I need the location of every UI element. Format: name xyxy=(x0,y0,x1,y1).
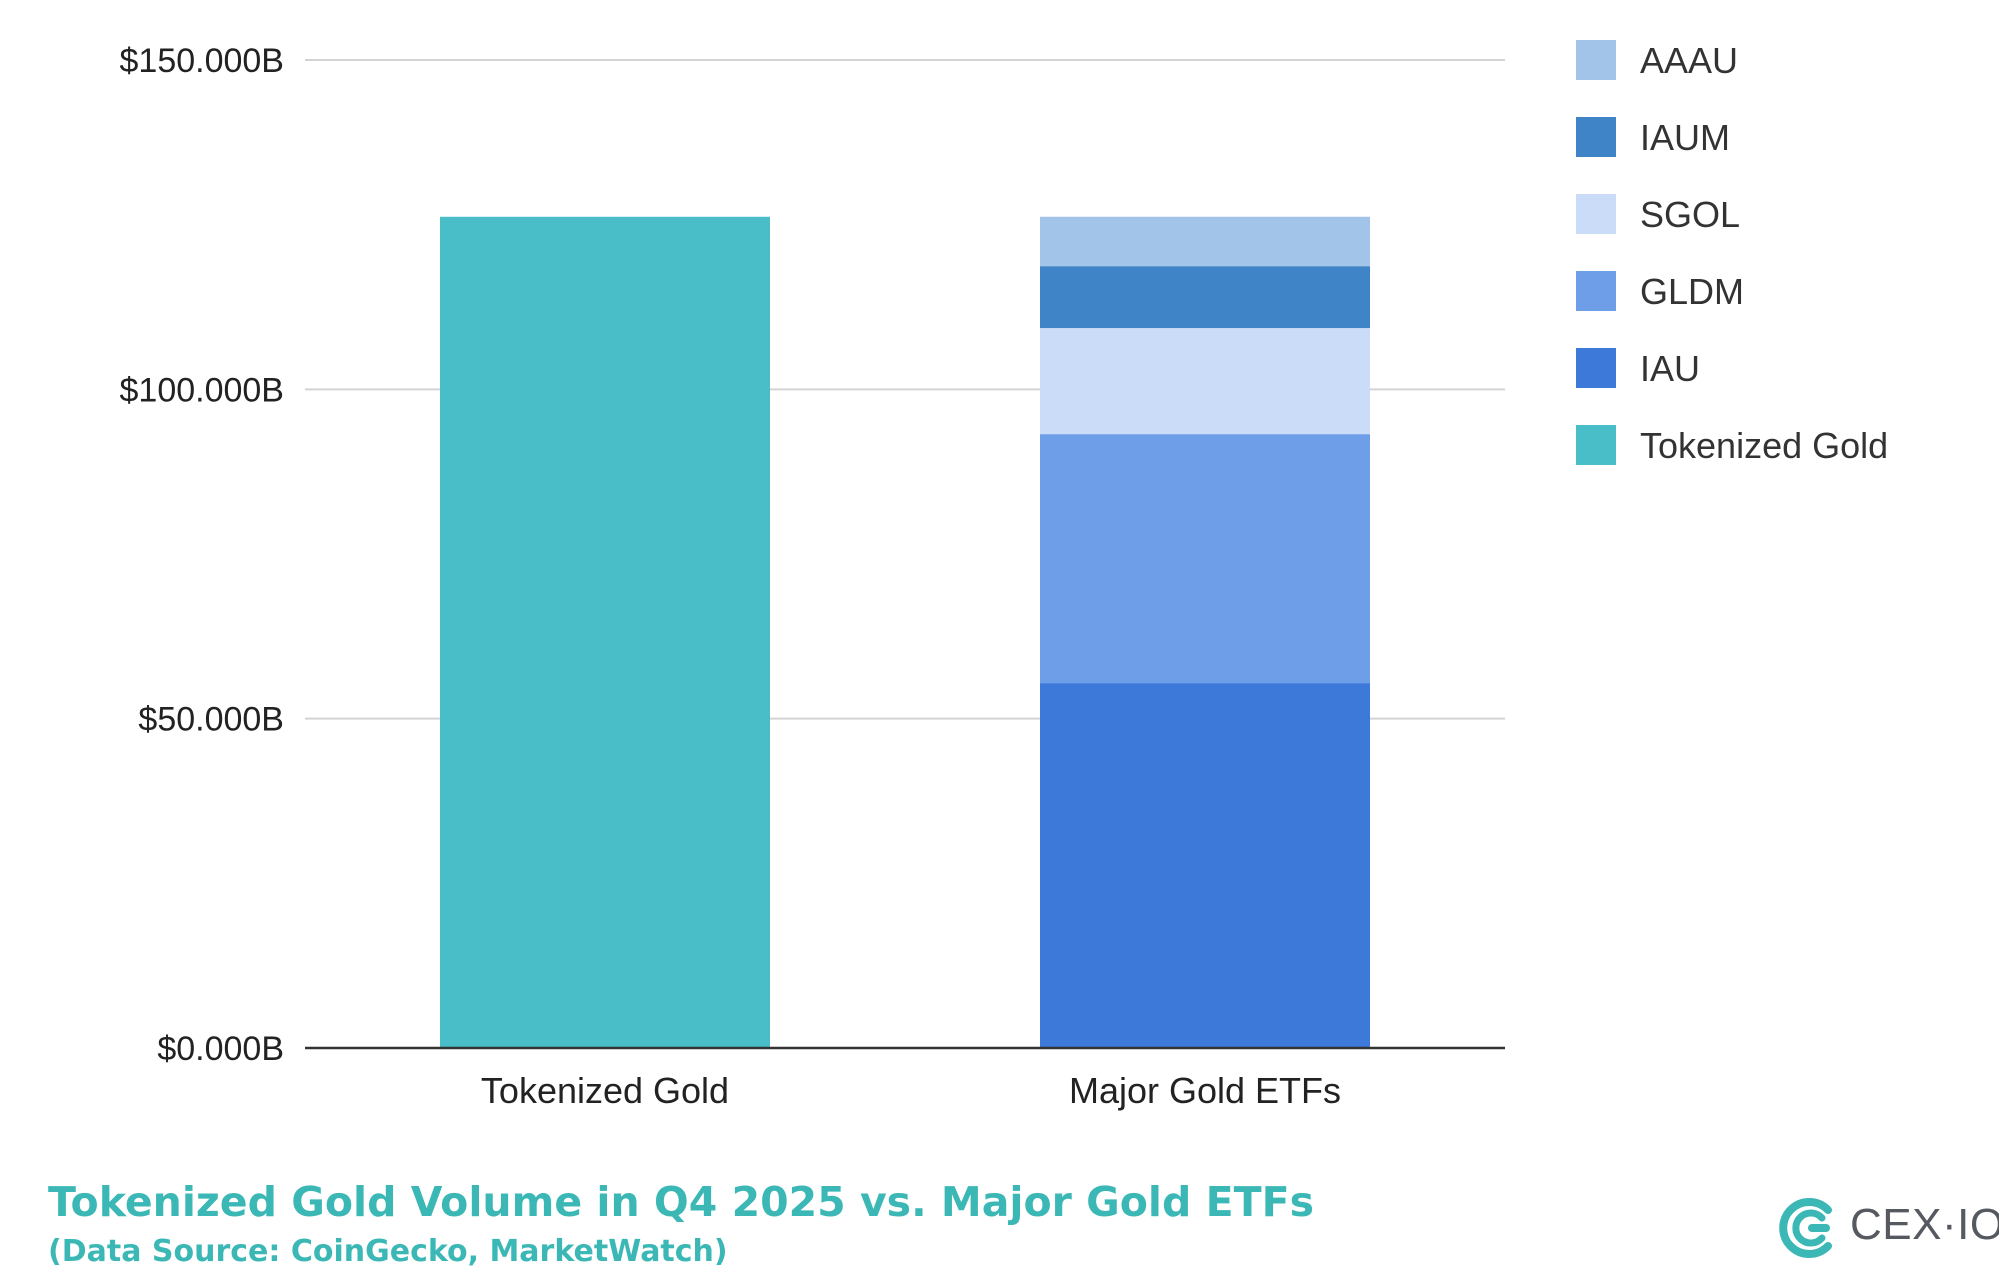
legend-swatch-aaau xyxy=(1576,40,1616,80)
x-category-label-1: Major Gold ETFs xyxy=(1069,1070,1341,1111)
bars xyxy=(440,216,1370,1048)
bar-0-tokenized-gold xyxy=(440,216,770,1048)
legend-swatch-sgol xyxy=(1576,194,1616,234)
legend-swatch-gldm xyxy=(1576,271,1616,311)
chart: $0.000B $50.000B $100.000B $150.000B Tokeni… xyxy=(120,40,1888,1111)
legend-label-gldm: GLDM xyxy=(1640,271,1744,312)
chart-footer-subtitle: (Data Source: CoinGecko, MarketWatch) xyxy=(48,1234,728,1269)
legend-label-tokenized-gold: Tokenized Gold xyxy=(1640,425,1888,466)
brand-logo: CEX·IO xyxy=(1778,1196,1999,1266)
bar-1-gldm xyxy=(1040,434,1370,684)
legend-swatch-tokenized-gold xyxy=(1576,425,1616,465)
legend: AAAU IAUM SGOL GLDM IAU Tokenized Gold xyxy=(1576,40,1888,466)
bar-1-aaau xyxy=(1040,216,1370,267)
y-tick-label-2: $100.000B xyxy=(120,371,285,409)
y-tick-label-0: $0.000B xyxy=(157,1030,284,1068)
legend-label-iau: IAU xyxy=(1640,348,1700,389)
y-tick-label-3: $150.000B xyxy=(120,42,285,80)
bar-1-iau xyxy=(1040,683,1370,1048)
x-category-label-0: Tokenized Gold xyxy=(481,1070,729,1111)
cexio-logo-icon xyxy=(1779,1198,1832,1258)
y-tick-labels: $0.000B $50.000B $100.000B $150.000B xyxy=(120,42,285,1068)
legend-swatch-iaum xyxy=(1576,117,1616,157)
y-tick-label-1: $50.000B xyxy=(138,701,284,739)
legend-label-iaum: IAUM xyxy=(1640,117,1730,158)
bar-1-iaum xyxy=(1040,266,1370,329)
brand-name: CEX·IO xyxy=(1850,1200,1999,1249)
chart-footer-title: Tokenized Gold Volume in Q4 2025 vs. Maj… xyxy=(48,1178,1314,1226)
legend-label-sgol: SGOL xyxy=(1640,194,1740,235)
legend-label-aaau: AAAU xyxy=(1640,40,1738,81)
x-category-labels: Tokenized Gold Major Gold ETFs xyxy=(481,1070,1341,1111)
legend-swatch-iau xyxy=(1576,348,1616,388)
bar-1-sgol xyxy=(1040,328,1370,435)
